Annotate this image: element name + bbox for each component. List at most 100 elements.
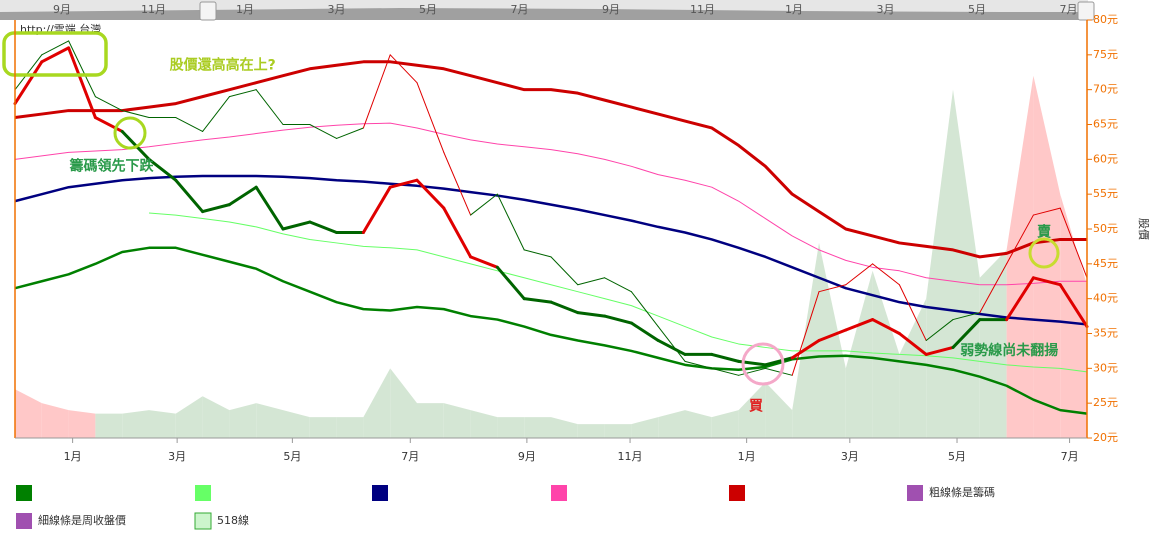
x-tick-label: 3月 (168, 450, 186, 463)
line-segment (121, 110, 150, 119)
line-segment (791, 291, 820, 376)
plot-area (13, 40, 1089, 439)
highlight-circle (741, 342, 785, 386)
area-segment (524, 417, 551, 438)
line-segment (228, 89, 257, 98)
line-segment (630, 291, 659, 328)
area-segment (953, 89, 980, 439)
legend-label: 細線條是周收盤價 (38, 513, 126, 527)
x-tick-label: 3月 (841, 450, 859, 463)
line-segment (389, 54, 418, 84)
x-tick-label: 7月 (401, 450, 419, 463)
navigator-label: 9月 (53, 3, 71, 16)
area-segment (443, 403, 471, 438)
annotation: 籌碼領先下跌 (69, 157, 154, 174)
y-tick-label: 45元 (1093, 257, 1118, 270)
highlight-circle (113, 116, 147, 150)
x-tick-label: 9月 (518, 450, 536, 463)
line-segment (1031, 276, 1062, 287)
area-segment (604, 424, 632, 438)
x-tick-label: 1月 (64, 450, 82, 463)
annotation: 買 (749, 399, 764, 415)
line-segment (41, 40, 70, 56)
area-segment (792, 242, 819, 438)
area-segment (122, 410, 149, 438)
line-segment (684, 360, 713, 369)
legend-swatch (16, 485, 32, 501)
line-segment (227, 185, 258, 207)
line-segment (174, 178, 205, 214)
y-tick-label: 70元 (1093, 83, 1118, 96)
legend-swatch (907, 485, 923, 501)
navigator-label: 5月 (968, 3, 986, 16)
area-segment (309, 417, 337, 438)
legend-swatch (729, 485, 745, 501)
annotation: 弱勢線尚未翻揚 (960, 342, 1058, 359)
line-segment (336, 127, 364, 139)
line-segment (522, 297, 553, 304)
y-tick-label: 80元 (1093, 13, 1118, 26)
line-segment (415, 178, 446, 210)
navigator-label: 9月 (602, 3, 620, 16)
legend-swatch (372, 485, 388, 501)
area-segment (417, 403, 444, 438)
line-segment (496, 193, 525, 251)
line-segment (40, 46, 71, 64)
highlight-box (2, 31, 108, 77)
line-segment (470, 193, 498, 216)
y-tick-label: 20元 (1093, 431, 1118, 444)
area-segment (685, 410, 712, 438)
y-tick-label: 65元 (1093, 118, 1118, 131)
area-segment (497, 417, 525, 438)
annotation: 股價還高高在上? (170, 56, 276, 73)
legend-label: 518線 (217, 513, 249, 527)
area-segment (1006, 75, 1034, 438)
area-segment (363, 368, 391, 438)
area-segment (68, 410, 96, 438)
legend-swatch (194, 512, 212, 530)
line-segment (952, 312, 981, 321)
line-segment (898, 284, 927, 341)
area-segment (765, 382, 793, 438)
navigator-label: 1月 (236, 3, 254, 16)
navigator-handle[interactable] (1077, 1, 1095, 21)
line-segment (68, 40, 96, 98)
navigator-handle[interactable] (199, 1, 217, 21)
line-segment (147, 157, 178, 182)
line-segment (925, 319, 954, 341)
series-line (148, 212, 1088, 373)
line-segment (604, 277, 632, 293)
line-segment (979, 263, 1008, 314)
area-segment (175, 396, 203, 438)
line-segment (93, 116, 124, 133)
line-segment (13, 60, 44, 106)
line-segment (871, 318, 901, 335)
area-segment (872, 270, 900, 438)
navigator-label: 11月 (141, 3, 166, 16)
navigator-label: 7月 (511, 3, 529, 16)
line-segment (738, 367, 766, 376)
line-segment (1058, 283, 1089, 329)
x-tick-label: 5月 (283, 450, 301, 463)
area-segment (711, 410, 739, 438)
area-segment (551, 417, 578, 438)
area-segment (283, 410, 310, 438)
area-segment (229, 403, 257, 438)
series-line (14, 246, 1088, 415)
y-tick-label: 25元 (1093, 396, 1118, 409)
y-tick-label: 75元 (1093, 48, 1118, 61)
line-segment (764, 367, 793, 376)
line-segment (1032, 207, 1061, 216)
annotation: 賣 (1036, 223, 1052, 240)
line-segment (629, 321, 660, 342)
area-segment (15, 389, 42, 438)
area-segment (1033, 75, 1061, 438)
line-segment (897, 332, 928, 356)
line-segment (14, 54, 43, 91)
legend-swatch (551, 485, 567, 501)
line-segment (845, 263, 874, 286)
series-line (14, 122, 1087, 286)
line-segment (656, 338, 687, 356)
y-tick-label: 30元 (1093, 361, 1118, 374)
x-tick-label: 11月 (618, 450, 643, 463)
